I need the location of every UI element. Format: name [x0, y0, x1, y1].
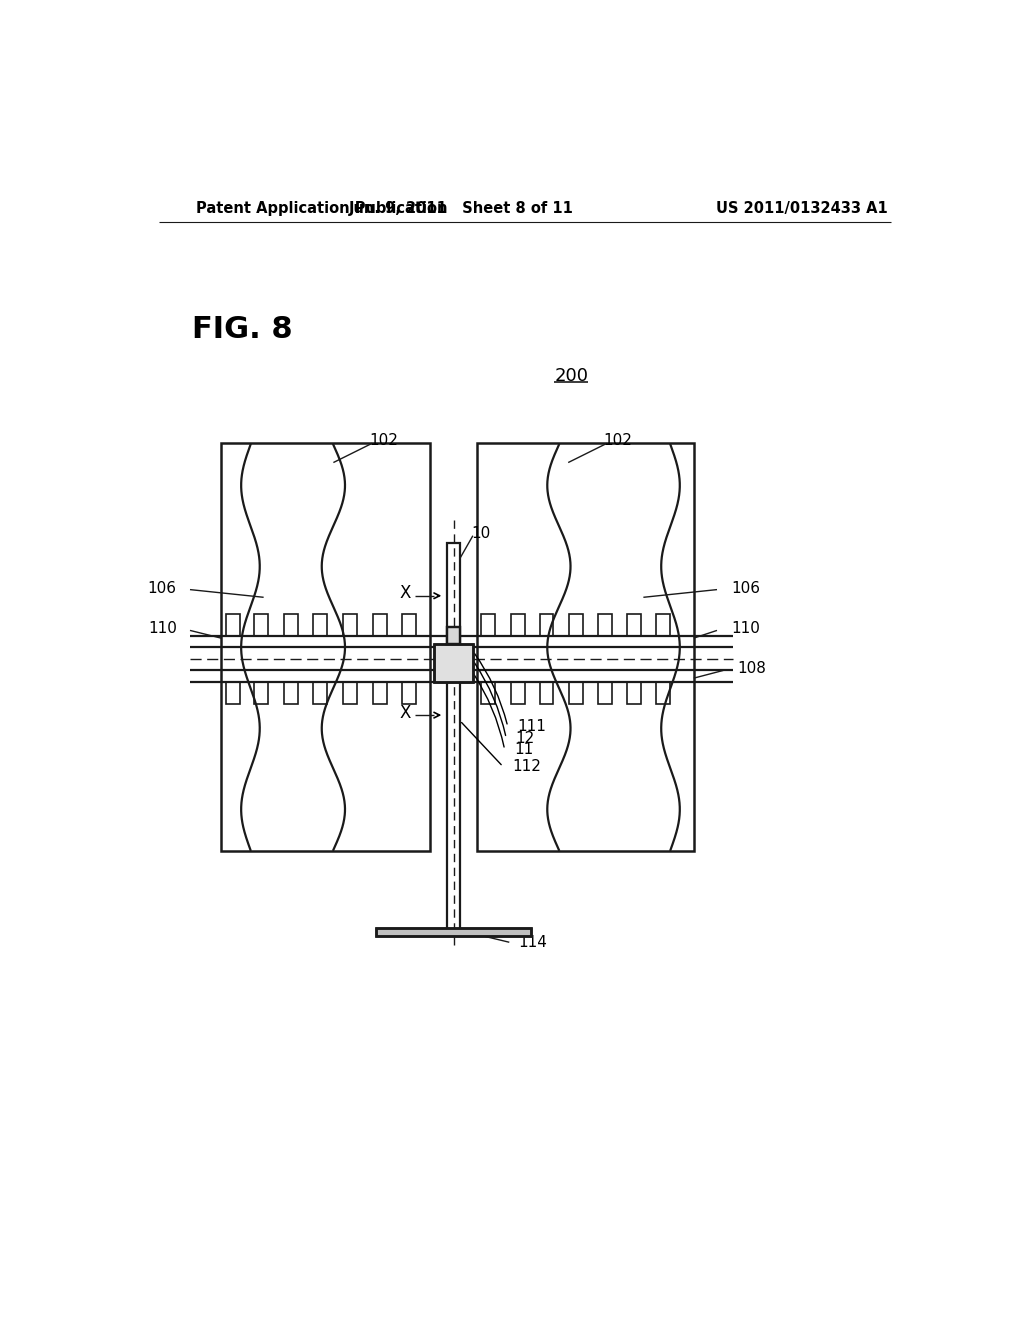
Text: 108: 108 [737, 661, 766, 676]
Bar [627, 614, 641, 636]
Text: 102: 102 [370, 433, 398, 449]
Bar [569, 682, 583, 704]
Text: Jun. 9, 2011   Sheet 8 of 11: Jun. 9, 2011 Sheet 8 of 11 [349, 201, 573, 216]
Bar [540, 682, 554, 704]
Bar [446, 627, 461, 644]
Bar [373, 682, 387, 704]
Text: 110: 110 [147, 622, 177, 636]
Bar [481, 682, 496, 704]
Text: 12: 12 [515, 731, 535, 746]
Text: US 2011/0132433 A1: US 2011/0132433 A1 [717, 201, 888, 216]
Text: 200: 200 [554, 367, 589, 384]
Bar [343, 614, 357, 636]
Bar [511, 614, 525, 636]
Text: 106: 106 [731, 581, 760, 595]
Text: 106: 106 [147, 581, 176, 595]
Bar [373, 614, 387, 636]
Text: 11: 11 [514, 742, 534, 758]
Bar [569, 614, 583, 636]
Bar [225, 614, 240, 636]
Bar [627, 682, 641, 704]
Bar [434, 644, 473, 682]
Bar [254, 682, 268, 704]
Text: FIG. 8: FIG. 8 [193, 315, 293, 343]
Bar [343, 682, 357, 704]
Bar [254, 614, 268, 636]
Text: 102: 102 [603, 433, 632, 449]
Bar [225, 682, 240, 704]
Bar [655, 682, 670, 704]
Bar [477, 444, 693, 851]
Bar [446, 627, 461, 644]
Text: 112: 112 [512, 759, 542, 775]
Bar [655, 614, 670, 636]
Bar [447, 544, 460, 932]
Bar [376, 928, 531, 936]
Text: 110: 110 [731, 622, 760, 636]
Bar [434, 644, 473, 682]
Bar [221, 444, 430, 851]
Bar [376, 928, 531, 936]
Bar [284, 614, 298, 636]
Bar [284, 682, 298, 704]
Bar [313, 682, 328, 704]
Text: 10: 10 [471, 525, 490, 541]
Bar [402, 682, 417, 704]
Bar [540, 614, 554, 636]
Bar [598, 614, 611, 636]
Text: Patent Application Publication: Patent Application Publication [197, 201, 447, 216]
Text: 111: 111 [517, 719, 546, 734]
Bar [598, 682, 611, 704]
Bar [511, 682, 525, 704]
Text: 114: 114 [518, 935, 547, 950]
Bar [481, 614, 496, 636]
Text: X: X [399, 704, 412, 722]
Text: X: X [399, 585, 412, 602]
Bar [313, 614, 328, 636]
Bar [402, 614, 417, 636]
